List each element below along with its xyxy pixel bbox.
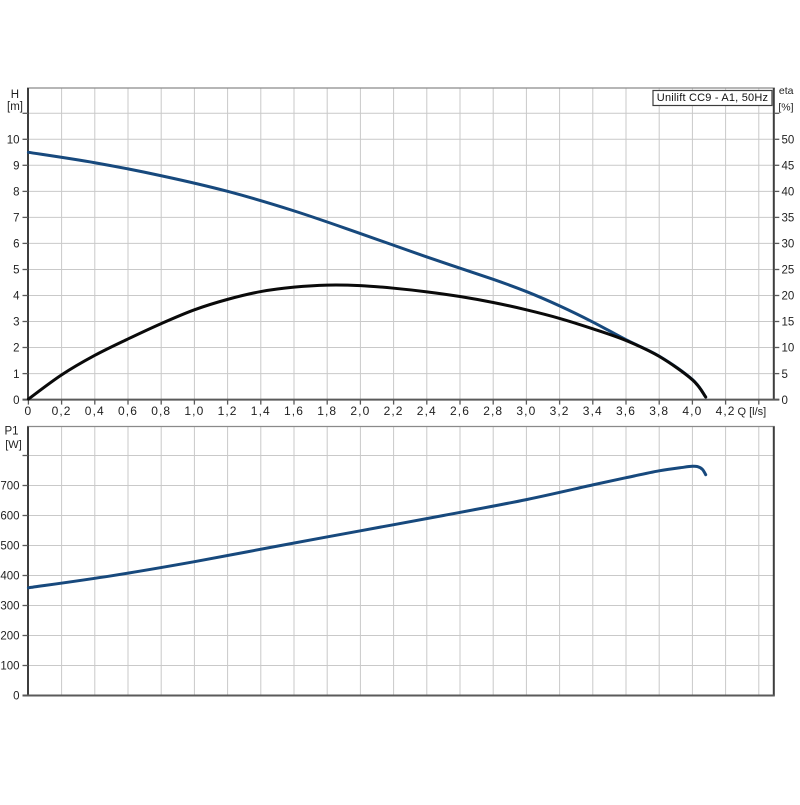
svg-text:20: 20 (782, 291, 795, 303)
svg-text:35: 35 (782, 213, 795, 225)
svg-text:0,4: 0,4 (85, 404, 105, 418)
svg-text:3,0: 3,0 (516, 404, 536, 418)
svg-text:1: 1 (13, 369, 19, 381)
svg-text:8: 8 (13, 187, 19, 199)
svg-text:200: 200 (0, 631, 19, 643)
svg-text:15: 15 (782, 317, 795, 329)
svg-text:2: 2 (13, 343, 19, 355)
svg-text:3: 3 (13, 317, 19, 329)
svg-text:4,0: 4,0 (682, 404, 702, 418)
svg-text:25: 25 (782, 265, 795, 277)
svg-text:300: 300 (0, 601, 19, 613)
svg-text:2,4: 2,4 (417, 404, 437, 418)
svg-text:600: 600 (0, 511, 19, 523)
svg-text:10: 10 (782, 343, 795, 355)
svg-text:0,6: 0,6 (118, 404, 138, 418)
svg-text:10: 10 (7, 135, 20, 147)
svg-text:1,6: 1,6 (284, 404, 304, 418)
svg-text:0: 0 (25, 404, 33, 418)
svg-text:7: 7 (13, 213, 19, 225)
svg-text:2,8: 2,8 (483, 404, 503, 418)
svg-text:0,2: 0,2 (52, 404, 72, 418)
svg-text:1,4: 1,4 (251, 404, 271, 418)
svg-text:H: H (11, 89, 19, 101)
svg-text:45: 45 (782, 161, 795, 173)
svg-text:5: 5 (13, 265, 19, 277)
svg-text:[%]: [%] (778, 102, 793, 114)
svg-text:P1: P1 (4, 426, 18, 438)
svg-text:700: 700 (0, 481, 19, 493)
svg-text:3,4: 3,4 (583, 404, 603, 418)
svg-text:500: 500 (0, 541, 19, 553)
svg-text:3,2: 3,2 (550, 404, 570, 418)
svg-text:50: 50 (782, 135, 795, 147)
svg-text:1,0: 1,0 (184, 404, 204, 418)
svg-text:[m]: [m] (7, 101, 23, 113)
svg-text:[W]: [W] (5, 439, 22, 451)
svg-text:Q [l/s]: Q [l/s] (738, 406, 767, 418)
svg-text:1,2: 1,2 (218, 404, 238, 418)
svg-text:2,0: 2,0 (350, 404, 370, 418)
svg-text:3,6: 3,6 (616, 404, 636, 418)
svg-text:0: 0 (13, 395, 19, 407)
svg-text:9: 9 (13, 161, 19, 173)
svg-text:3,8: 3,8 (649, 404, 669, 418)
svg-text:4,2: 4,2 (716, 404, 736, 418)
svg-text:1,8: 1,8 (317, 404, 337, 418)
svg-text:400: 400 (0, 571, 19, 583)
svg-text:30: 30 (782, 239, 795, 251)
svg-text:2,6: 2,6 (450, 404, 470, 418)
svg-text:4: 4 (13, 291, 20, 303)
svg-text:100: 100 (0, 661, 19, 673)
svg-text:40: 40 (782, 187, 795, 199)
svg-text:0: 0 (782, 395, 788, 407)
svg-text:2,2: 2,2 (384, 404, 404, 418)
svg-text:eta: eta (779, 85, 794, 97)
svg-text:0,8: 0,8 (151, 404, 171, 418)
svg-text:Unilift CC9 - A1, 50Hz: Unilift CC9 - A1, 50Hz (657, 92, 768, 104)
svg-text:5: 5 (782, 369, 788, 381)
svg-text:0: 0 (13, 691, 19, 703)
svg-text:6: 6 (13, 239, 19, 251)
